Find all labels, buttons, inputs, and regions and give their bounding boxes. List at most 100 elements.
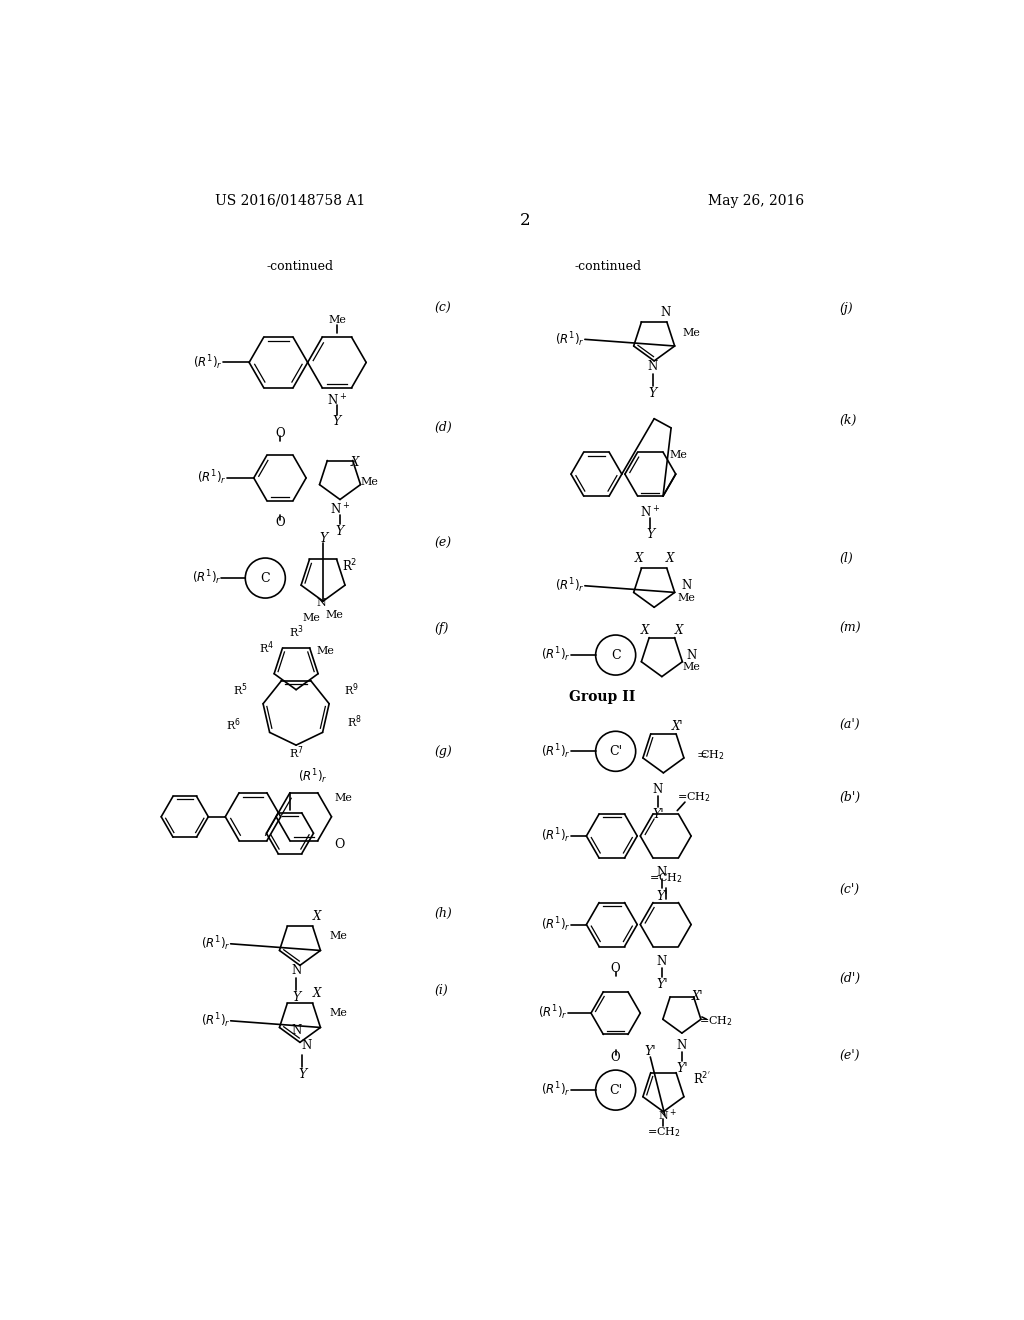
Text: R$^3$: R$^3$ xyxy=(289,623,303,640)
Text: R$^6$: R$^6$ xyxy=(225,715,241,733)
Text: $(R^1)_r$: $(R^1)_r$ xyxy=(555,330,585,348)
Text: (e): (e) xyxy=(435,537,452,550)
Text: X: X xyxy=(641,624,649,638)
Text: R$^7$: R$^7$ xyxy=(289,744,303,762)
Text: X: X xyxy=(675,624,683,638)
Text: $(R^1)_r$: $(R^1)_r$ xyxy=(542,826,571,845)
Text: (k): (k) xyxy=(839,413,856,426)
Text: (f): (f) xyxy=(435,622,450,635)
Text: (c'): (c') xyxy=(839,883,859,896)
Text: Y: Y xyxy=(648,387,656,400)
Text: N$^+$: N$^+$ xyxy=(640,506,660,520)
Text: May 26, 2016: May 26, 2016 xyxy=(708,194,804,207)
Text: Me: Me xyxy=(326,610,343,620)
Text: N: N xyxy=(686,648,696,661)
Text: C': C' xyxy=(609,1084,623,1097)
Text: X: X xyxy=(312,987,322,1001)
Text: (b'): (b') xyxy=(839,791,860,804)
Text: N$^+$: N$^+$ xyxy=(327,393,347,409)
Text: Y': Y' xyxy=(656,890,668,903)
Text: $(R^1)_r$: $(R^1)_r$ xyxy=(542,742,571,760)
Text: X': X' xyxy=(672,721,683,733)
Text: (d): (d) xyxy=(435,421,453,434)
Text: Group II: Group II xyxy=(569,690,636,705)
Text: N: N xyxy=(653,783,664,796)
Text: (h): (h) xyxy=(435,907,453,920)
Text: O: O xyxy=(275,516,285,529)
Text: N$^+$: N$^+$ xyxy=(330,503,350,517)
Text: Y': Y' xyxy=(644,1045,656,1059)
Text: R$^9$: R$^9$ xyxy=(344,681,359,698)
Text: C: C xyxy=(611,648,621,661)
Text: (l): (l) xyxy=(839,552,853,565)
Text: N: N xyxy=(301,1039,311,1052)
Text: Y: Y xyxy=(292,991,300,1005)
Text: (e'): (e') xyxy=(839,1049,859,1063)
Text: 2: 2 xyxy=(519,211,530,228)
Text: =CH$_2$: =CH$_2$ xyxy=(677,791,711,804)
Text: =CH$_2$: =CH$_2$ xyxy=(649,871,683,886)
Text: N: N xyxy=(656,866,667,879)
Text: X: X xyxy=(666,552,674,565)
Text: $(R^1)_r$: $(R^1)_r$ xyxy=(298,767,328,787)
Text: Me: Me xyxy=(360,477,378,487)
Text: X: X xyxy=(635,552,643,565)
Text: Y: Y xyxy=(336,525,344,539)
Text: C': C' xyxy=(609,744,623,758)
Text: N: N xyxy=(656,954,667,968)
Text: R$^8$: R$^8$ xyxy=(347,714,362,730)
Text: N: N xyxy=(681,579,691,593)
Text: Me: Me xyxy=(330,1008,347,1018)
Text: N: N xyxy=(291,1023,301,1036)
Text: -continued: -continued xyxy=(266,260,334,273)
Text: N: N xyxy=(677,1039,687,1052)
Text: X: X xyxy=(312,911,322,924)
Text: $(R^1)_r$: $(R^1)_r$ xyxy=(201,935,230,953)
Text: $(R^1)_r$: $(R^1)_r$ xyxy=(539,1003,568,1023)
Text: Y: Y xyxy=(318,532,328,545)
Text: $(R^1)_r$: $(R^1)_r$ xyxy=(191,569,221,587)
Text: Y: Y xyxy=(333,416,341,428)
Text: Me: Me xyxy=(682,329,700,338)
Text: N: N xyxy=(316,598,327,609)
Text: O: O xyxy=(611,962,621,975)
Text: CH$_2$: CH$_2$ xyxy=(699,748,724,762)
Text: $(R^1)_r$: $(R^1)_r$ xyxy=(542,645,571,664)
Text: N: N xyxy=(291,964,301,977)
Text: (c): (c) xyxy=(435,302,452,315)
Text: $(R^1)_r$: $(R^1)_r$ xyxy=(201,1011,230,1030)
Text: (d'): (d') xyxy=(839,972,860,985)
Text: Y': Y' xyxy=(656,978,668,991)
Text: Me: Me xyxy=(682,663,700,672)
Text: $(R^1)_r$: $(R^1)_r$ xyxy=(542,1081,571,1100)
Text: R$^4$: R$^4$ xyxy=(259,639,274,656)
Text: R$^5$: R$^5$ xyxy=(233,681,248,698)
Text: Y: Y xyxy=(646,528,654,541)
Text: R$^2$: R$^2$ xyxy=(342,558,357,574)
Text: =CH$_2$: =CH$_2$ xyxy=(646,1126,680,1139)
Text: =: = xyxy=(696,748,708,762)
Text: Y': Y' xyxy=(652,808,664,821)
Text: Me: Me xyxy=(302,612,321,623)
Text: US 2016/0148758 A1: US 2016/0148758 A1 xyxy=(215,194,366,207)
Text: N$^+$: N$^+$ xyxy=(657,1107,677,1123)
Text: N: N xyxy=(647,360,657,372)
Text: (j): (j) xyxy=(839,302,853,315)
Text: R$^{2'}$: R$^{2'}$ xyxy=(693,1071,711,1086)
Text: N: N xyxy=(660,306,671,319)
Text: O: O xyxy=(275,426,285,440)
Text: -continued: -continued xyxy=(574,260,641,273)
Text: $(R^1)_r$: $(R^1)_r$ xyxy=(542,915,571,935)
Text: Me: Me xyxy=(678,593,695,603)
Text: Me: Me xyxy=(330,931,347,941)
Text: O: O xyxy=(611,1051,621,1064)
Text: $(R^1)_r$: $(R^1)_r$ xyxy=(555,577,585,595)
Text: (i): (i) xyxy=(435,983,449,997)
Text: C: C xyxy=(260,572,270,585)
Text: Y: Y xyxy=(298,1068,306,1081)
Text: Me: Me xyxy=(316,647,334,656)
Text: $(R^1)_r$: $(R^1)_r$ xyxy=(197,469,226,487)
Text: (g): (g) xyxy=(435,744,453,758)
Text: Me: Me xyxy=(328,315,346,325)
Text: X': X' xyxy=(691,990,703,1003)
